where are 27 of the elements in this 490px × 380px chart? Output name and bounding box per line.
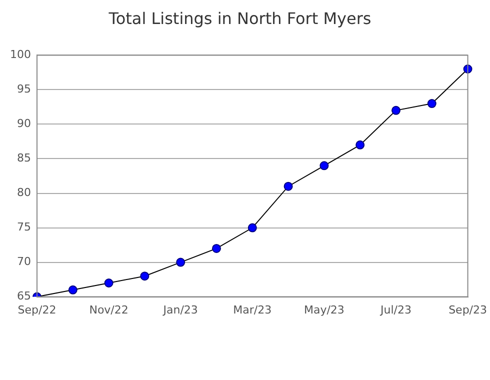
point: [248, 223, 257, 232]
y-tick-label: 90: [16, 117, 31, 130]
point: [212, 244, 221, 253]
y-tick-label: 80: [16, 186, 31, 200]
point: [140, 272, 150, 281]
x-tick-label: Jul/23: [379, 303, 412, 316]
point: [356, 140, 365, 150]
x-tick-label: May/23: [304, 303, 344, 316]
point: [391, 106, 400, 115]
x-tick-label: Nov/22: [89, 303, 128, 316]
point: [68, 285, 78, 294]
point: [284, 182, 293, 191]
point: [176, 258, 186, 267]
y-tick-label: 100: [10, 48, 31, 62]
x-tick-label: Mar/23: [233, 303, 272, 316]
y-tick-label: 65: [16, 290, 31, 303]
y-tick-label: 85: [16, 152, 31, 165]
point: [427, 99, 436, 108]
y-tick-label: 75: [16, 220, 31, 234]
point: [104, 278, 114, 288]
x-tick-label: Sep/23: [448, 303, 487, 316]
point: [320, 161, 329, 170]
chart-title: Total Listings in North Fort Myers: [108, 8, 372, 28]
y-tick-label: 95: [16, 82, 31, 96]
x-tick-label: Jan/23: [162, 303, 198, 316]
y-tick-label: 70: [16, 255, 31, 268]
x-tick-label: Sep/22: [18, 303, 56, 316]
